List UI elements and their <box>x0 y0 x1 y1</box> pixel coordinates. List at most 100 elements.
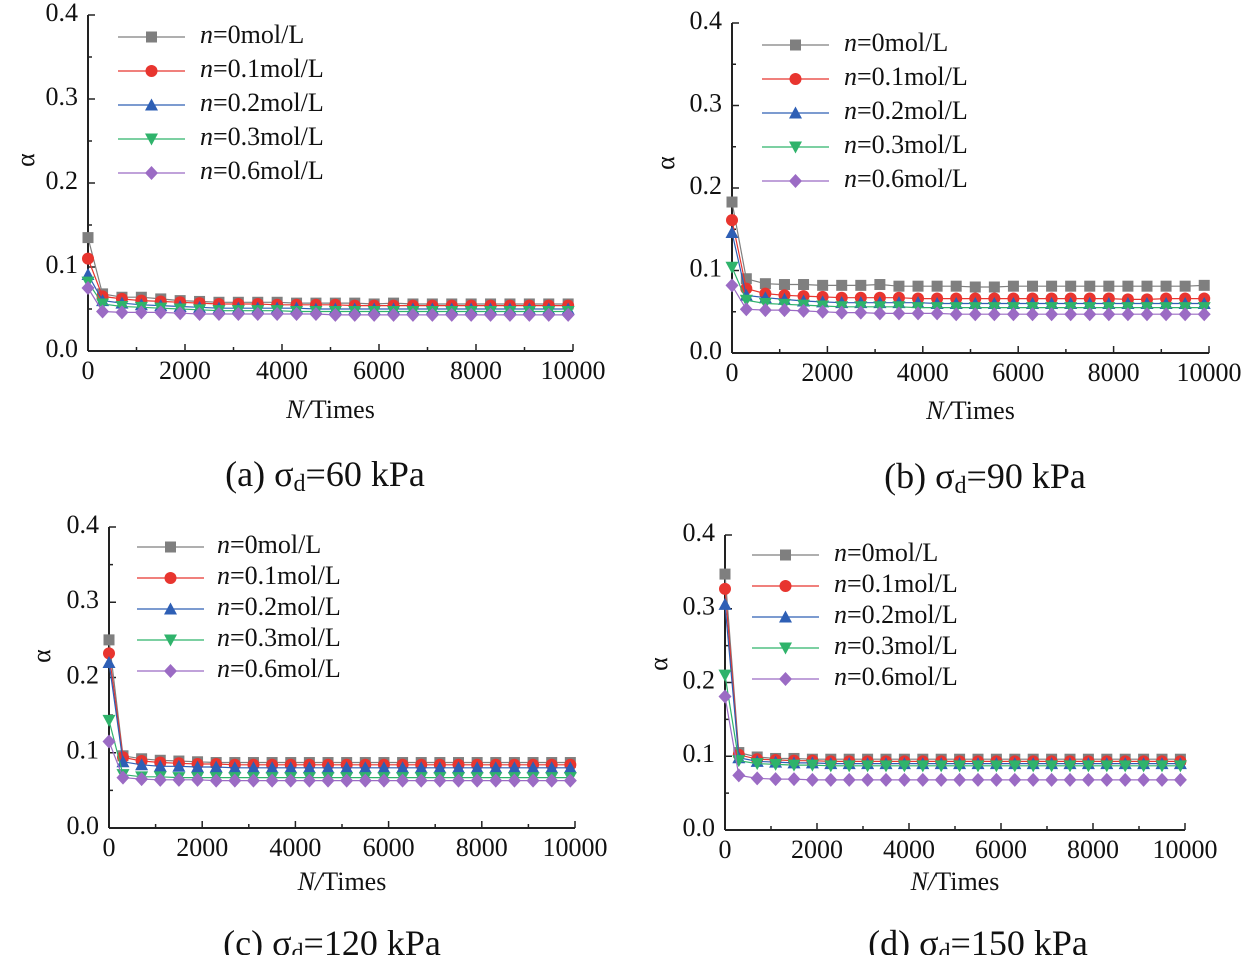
y-tick-label: 0.2 <box>683 665 716 694</box>
legend-label: n=0.6mol/L <box>217 654 341 683</box>
data-point <box>879 772 893 787</box>
data-point <box>725 226 739 239</box>
data-point <box>893 280 905 292</box>
legend-label: n=0.6mol/L <box>200 156 324 185</box>
y-tick-label: 0.0 <box>46 334 79 363</box>
data-point <box>879 760 893 773</box>
panel-caption: (a) σd=60 kPa <box>225 454 425 496</box>
data-point <box>1103 280 1115 292</box>
data-point <box>153 772 167 787</box>
x-tick-label: 10000 <box>1177 358 1242 387</box>
data-point <box>561 307 575 322</box>
data-point <box>1026 307 1040 322</box>
data-point <box>1159 307 1173 322</box>
data-point <box>414 761 428 774</box>
data-point <box>787 772 801 787</box>
legend-marker <box>779 642 792 655</box>
data-point <box>1102 307 1116 322</box>
data-point <box>270 307 284 322</box>
legend-marker <box>779 610 792 623</box>
data-point <box>489 761 503 774</box>
data-point <box>445 307 459 322</box>
data-point <box>209 760 223 773</box>
y-tick-label: 0.0 <box>67 811 100 840</box>
x-tick-label: 4000 <box>256 356 308 385</box>
data-point <box>931 280 943 292</box>
data-point <box>912 280 924 292</box>
chart-panel-b: 0.0 0.1 0.2 0.3 0.4 0 2000 4000 6000 8000 10000 α N/… <box>651 6 1242 499</box>
data-point <box>874 279 886 291</box>
data-point <box>1046 280 1058 292</box>
y-tick-label: 0.0 <box>683 813 716 842</box>
y-tick-label: 0.4 <box>67 510 100 539</box>
data-point <box>102 714 116 727</box>
data-point <box>1173 772 1187 787</box>
legend-label: n=0mol/L <box>834 538 938 567</box>
data-point <box>1179 280 1191 292</box>
series-4 <box>102 714 577 785</box>
legend-marker <box>145 133 158 146</box>
data-point <box>934 760 948 773</box>
data-point <box>750 758 764 771</box>
data-point <box>340 773 354 788</box>
x-tick-label: 8000 <box>450 356 502 385</box>
data-point <box>740 273 752 285</box>
data-point <box>798 279 810 291</box>
x-tick-label: 4000 <box>883 835 935 864</box>
y-tick-label: 0.3 <box>690 88 723 117</box>
data-point <box>484 307 498 322</box>
legend-marker <box>779 672 792 686</box>
data-point <box>873 306 887 321</box>
data-point <box>251 307 265 322</box>
chart-panel-c: 0.0 0.1 0.2 0.3 0.4 0 2000 4000 6000 8000 10000 α N/… <box>27 510 608 955</box>
y-tick-label: 0.4 <box>683 518 716 547</box>
data-point <box>172 759 186 772</box>
data-point <box>302 773 316 788</box>
data-point <box>842 760 856 773</box>
data-point <box>231 307 245 322</box>
data-point <box>284 773 298 788</box>
x-tick-label: 6000 <box>992 358 1044 387</box>
data-point <box>212 307 226 322</box>
data-point <box>726 214 738 227</box>
data-point <box>396 773 410 788</box>
series-3 <box>102 655 577 774</box>
legend-label: n=0.2mol/L <box>217 592 341 621</box>
data-point <box>387 307 401 322</box>
x-tick-label: 0 <box>719 835 732 864</box>
legend-label: n=0.3mol/L <box>200 122 324 151</box>
data-point <box>718 597 732 610</box>
data-point <box>950 280 962 292</box>
data-point <box>246 761 260 774</box>
data-point <box>1081 760 1095 773</box>
data-point <box>971 760 985 773</box>
data-point <box>470 773 484 788</box>
data-point <box>193 307 207 322</box>
data-point <box>377 773 391 788</box>
data-point <box>1063 772 1077 787</box>
x-tick-label: 6000 <box>353 356 405 385</box>
data-point <box>1121 307 1135 322</box>
data-point <box>968 307 982 322</box>
data-point <box>739 302 753 317</box>
data-point <box>817 279 829 291</box>
data-point <box>911 306 925 321</box>
data-point <box>503 307 517 322</box>
data-point <box>778 279 790 291</box>
data-point <box>1045 307 1059 322</box>
data-point <box>988 281 1000 293</box>
data-point <box>522 307 536 322</box>
legend: n=0mol/Ln=0.1mol/Ln=0.2mol/Ln=0.3mol/Ln=… <box>137 530 341 683</box>
data-point <box>464 307 478 322</box>
data-point <box>367 307 381 322</box>
y-tick-label: 0.2 <box>67 660 100 689</box>
legend-marker <box>789 141 802 154</box>
data-point <box>452 773 465 788</box>
y-tick-label: 0.2 <box>46 166 79 195</box>
data-point <box>507 761 521 774</box>
data-point <box>1178 307 1192 322</box>
data-point <box>191 772 205 787</box>
data-point <box>725 261 739 274</box>
data-point <box>425 307 439 322</box>
legend-label: n=0.3mol/L <box>844 130 968 159</box>
